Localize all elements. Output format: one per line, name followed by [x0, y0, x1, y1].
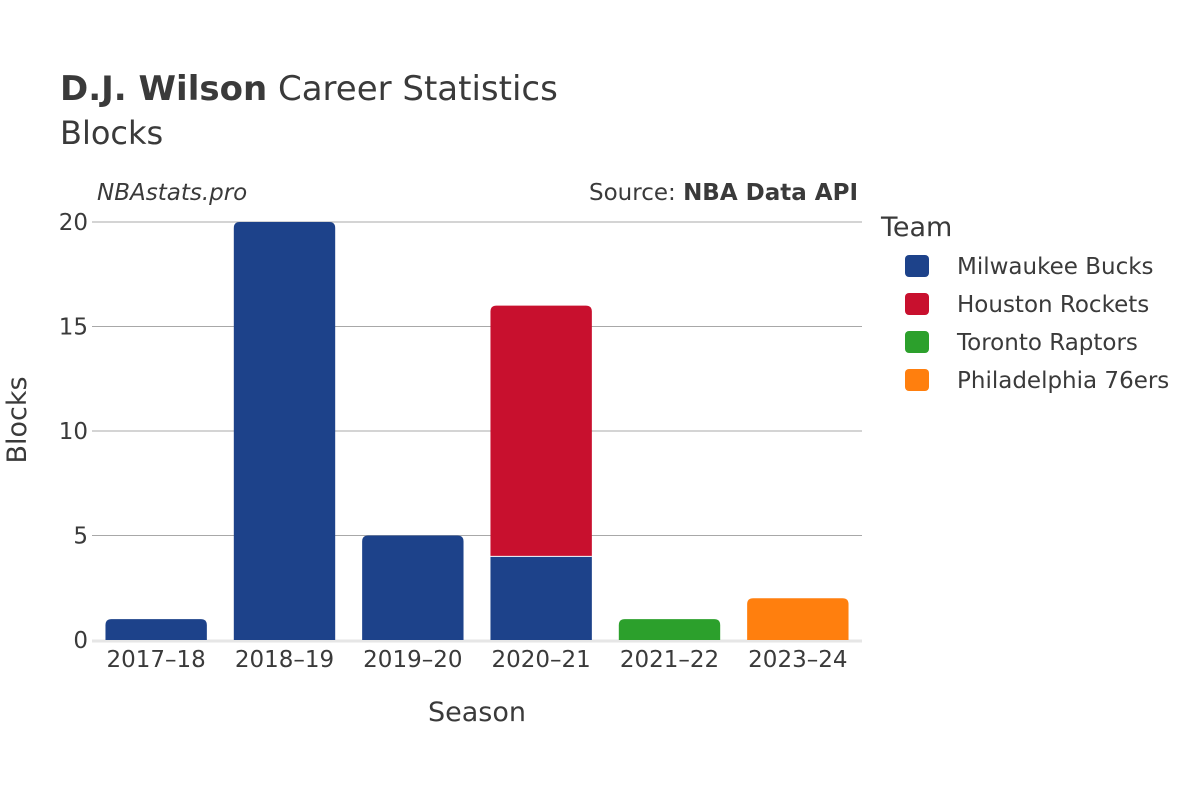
bar-segment — [490, 305, 592, 557]
legend-swatch — [905, 293, 929, 315]
source-prefix: Source: — [589, 180, 683, 206]
legend-item[interactable]: Philadelphia 76ers — [905, 368, 1169, 394]
source-note: Source: NBA Data API — [589, 180, 858, 206]
legend-item[interactable]: Houston Rockets — [905, 292, 1149, 318]
chart-title: D.J. Wilson Career Statistics — [60, 69, 558, 109]
legend-item[interactable]: Milwaukee Bucks — [905, 254, 1154, 280]
y-tick-label: 5 — [73, 524, 88, 550]
legend-label: Toronto Raptors — [956, 330, 1138, 356]
legend-title: Team — [880, 212, 952, 243]
legend-swatch — [905, 255, 929, 277]
y-tick-labels: 0 5 10 15 20 — [59, 210, 88, 654]
bar-segment — [490, 556, 592, 640]
x-tick-label: 2017–18 — [107, 647, 206, 673]
player-name: D.J. Wilson — [60, 69, 267, 109]
y-axis-title: Blocks — [2, 376, 33, 463]
source-name: NBA Data API — [683, 180, 858, 206]
bar-segment — [747, 598, 849, 640]
legend: Milwaukee Bucks Houston Rockets Toronto Ra… — [905, 254, 1169, 394]
x-tick-label: 2021–22 — [620, 647, 719, 673]
bar-segment — [618, 619, 721, 640]
title-suffix: Career Statistics — [267, 69, 558, 109]
bar-segment — [105, 619, 207, 640]
bar-segment — [362, 535, 464, 640]
x-tick-label: 2023–24 — [748, 647, 847, 673]
gridlines — [92, 221, 862, 643]
bar-segment — [233, 222, 336, 640]
x-tick-label: 2019–20 — [363, 647, 462, 673]
legend-label: Houston Rockets — [957, 292, 1149, 318]
x-tick-labels: 2017–18 2018–19 2019–20 2020–21 2021–22 2023–… — [107, 647, 848, 673]
y-tick-label: 10 — [59, 419, 88, 445]
legend-label: Milwaukee Bucks — [957, 254, 1154, 280]
chart-subtitle: Blocks — [60, 114, 163, 152]
legend-label: Philadelphia 76ers — [957, 368, 1169, 394]
legend-item[interactable]: Toronto Raptors — [905, 330, 1138, 356]
x-tick-label: 2020–21 — [492, 647, 591, 673]
y-tick-label: 20 — [59, 210, 88, 236]
y-tick-label: 15 — [59, 315, 88, 341]
legend-swatch — [905, 331, 929, 353]
watermark: NBAstats.pro — [97, 180, 247, 206]
y-tick-label: 0 — [73, 628, 88, 654]
bars — [105, 222, 849, 640]
x-tick-label: 2018–19 — [235, 647, 334, 673]
x-axis-title: Season — [428, 697, 526, 728]
legend-swatch — [905, 369, 929, 391]
